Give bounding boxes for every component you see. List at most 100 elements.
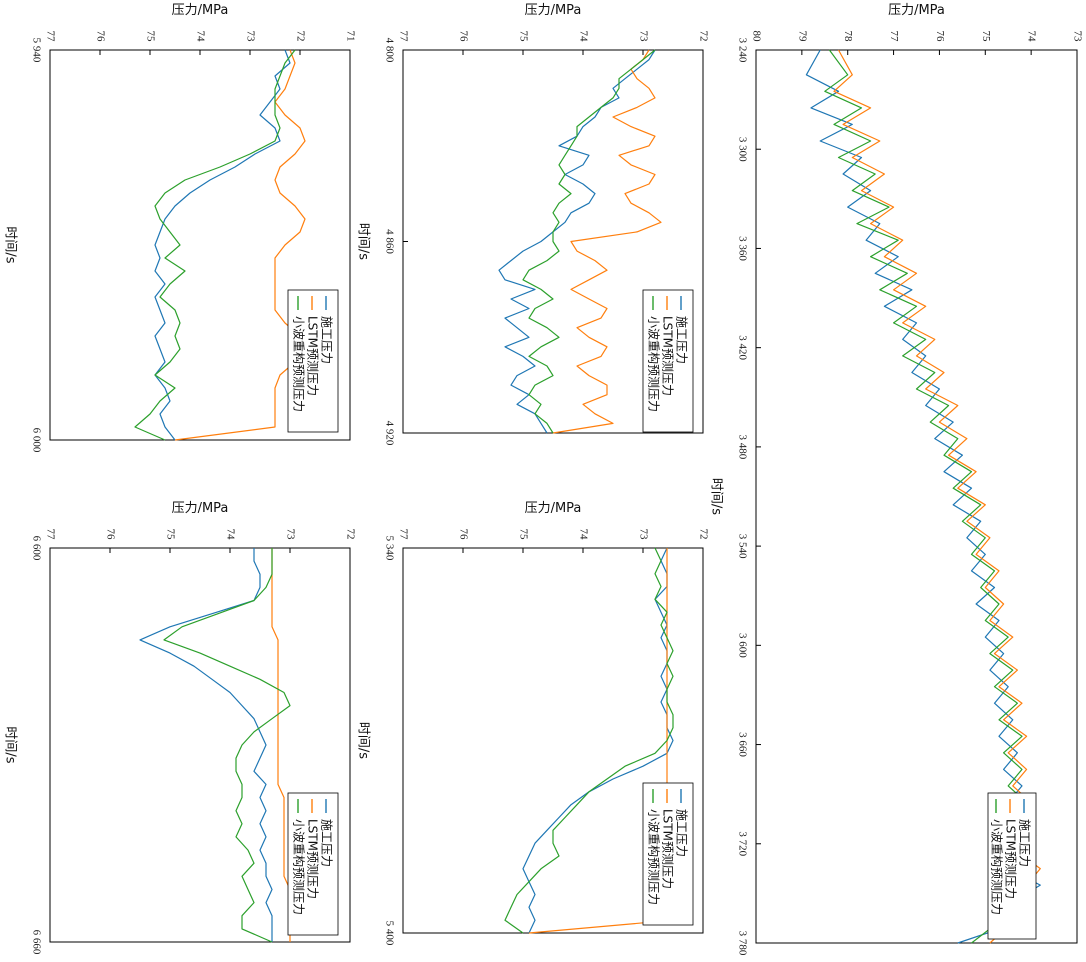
x-tick-label: 3 360 xyxy=(736,236,748,261)
x-axis-title: 时间/s xyxy=(709,478,724,515)
y-tick-label: 73 xyxy=(637,31,649,43)
x-tick-label: 3 480 xyxy=(736,435,748,460)
y-tick-label: 74 xyxy=(224,529,236,541)
x-tick-label: 3 300 xyxy=(736,137,748,162)
y-tick-label: 72 xyxy=(697,529,709,540)
y-tick-label: 74 xyxy=(577,31,589,43)
chart-panel-2: 72 73 74 75 76 774 800 4 860 4 920 压力/MPa 时间/s 施工压… xyxy=(356,3,710,446)
chart-panel-3: 71 72 73 74 75 76 775 940 6 000 压力/MPa 时间/s 施工压力LS… xyxy=(3,3,357,453)
chart-panel-5: 72 73 74 75 76 776 600 6 660 压力/MPa 时间/s 施工压力LSTM… xyxy=(3,501,357,955)
legend-label: 施工压力 xyxy=(675,316,689,364)
y-tick-label: 75 xyxy=(517,529,529,541)
legend-label: 施工压力 xyxy=(675,809,689,857)
x-tick-label: 4 920 xyxy=(383,421,395,446)
x-tick-label: 3 660 xyxy=(736,732,748,757)
y-tick-label: 73 xyxy=(244,31,256,43)
y-tick-label: 72 xyxy=(294,31,306,42)
y-tick-label: 77 xyxy=(44,31,56,43)
x-tick-label: 3 540 xyxy=(736,534,748,559)
legend-label: 小波重构预测压力 xyxy=(647,809,662,905)
y-tick-label: 74 xyxy=(194,31,206,43)
y-tick-label: 75 xyxy=(980,31,992,43)
legend-frame xyxy=(287,792,339,936)
y-tick-label: 71 xyxy=(344,31,356,42)
plot-frame xyxy=(402,547,704,934)
y-tick-label: 76 xyxy=(104,529,116,541)
legend-label: 施工压力 xyxy=(320,316,334,364)
series-line-1 xyxy=(139,548,273,942)
y-tick-label: 78 xyxy=(842,31,854,43)
plot-frame xyxy=(755,49,1078,944)
series-line-2 xyxy=(552,49,662,434)
legend-label: 小波重构预测压力 xyxy=(990,819,1005,915)
y-axis-title: 压力/MPa xyxy=(525,501,582,516)
x-tick-label: 6 600 xyxy=(30,536,42,561)
x-tick-label: 6 000 xyxy=(30,428,42,453)
x-tick-label: 3 780 xyxy=(736,931,748,956)
legend-frame xyxy=(642,782,694,926)
y-tick-label: 74 xyxy=(1026,31,1038,43)
y-tick-label: 76 xyxy=(457,529,469,541)
legend-label: LSTM预测压力 xyxy=(306,316,320,396)
x-tick-label: 4 800 xyxy=(383,38,395,63)
series-line-3 xyxy=(522,49,656,434)
x-axis-title: 时间/s xyxy=(356,722,371,759)
x-axis-title: 时间/s xyxy=(3,226,18,263)
x-tick-label: 3 600 xyxy=(736,633,748,658)
y-tick-label: 77 xyxy=(397,529,409,541)
x-axis-title: 时间/s xyxy=(356,223,371,260)
series-line-1 xyxy=(522,547,674,934)
chart-panel-1: 73 74 75 76 77 78 79 803 240 3 300 3 360 3 420 3 48… xyxy=(709,3,1084,956)
legend-label: 施工压力 xyxy=(320,819,334,867)
x-tick-label: 6 660 xyxy=(30,930,42,955)
y-tick-label: 76 xyxy=(457,31,469,43)
y-axis-title: 压力/MPa xyxy=(888,3,945,18)
legend-frame xyxy=(642,289,694,433)
plot-frame xyxy=(49,547,351,943)
x-tick-label: 3 420 xyxy=(736,335,748,360)
legend-label: 小波重构预测压力 xyxy=(292,316,307,412)
series-line-2 xyxy=(833,49,1041,944)
chart-panel-4: 72 73 74 75 76 775 340 5 400 压力/MPa 时间/s 施工压力LSTM… xyxy=(356,501,710,946)
legend-label: 小波重构预测压力 xyxy=(647,316,662,412)
y-tick-label: 77 xyxy=(888,31,900,43)
x-tick-label: 4 860 xyxy=(383,229,395,254)
y-tick-label: 79 xyxy=(796,31,808,43)
y-tick-label: 80 xyxy=(750,31,762,43)
legend-label: 小波重构预测压力 xyxy=(292,819,307,915)
y-tick-label: 72 xyxy=(697,31,709,42)
y-tick-label: 75 xyxy=(144,31,156,43)
series-line-1 xyxy=(805,49,1041,944)
y-tick-label: 76 xyxy=(934,31,946,43)
series-line-2 xyxy=(271,548,291,942)
series-line-2 xyxy=(174,49,306,441)
series-line-3 xyxy=(163,548,291,943)
legend-frame xyxy=(987,792,1037,940)
x-tick-label: 3 240 xyxy=(736,38,748,63)
y-tick-label: 73 xyxy=(284,529,296,541)
y-tick-label: 72 xyxy=(344,529,356,540)
series-line-3 xyxy=(504,547,674,934)
legend-label: LSTM预测压力 xyxy=(306,819,320,899)
y-tick-label: 76 xyxy=(94,31,106,43)
legend-label: 施工压力 xyxy=(1018,819,1032,867)
x-tick-label: 5 400 xyxy=(383,921,395,946)
legend-label: LSTM预测压力 xyxy=(1004,819,1018,899)
legend-label: LSTM预测压力 xyxy=(661,809,675,889)
y-tick-label: 77 xyxy=(44,529,56,541)
series-line-3 xyxy=(134,49,296,441)
series-line-1 xyxy=(154,49,291,441)
x-tick-label: 3 720 xyxy=(736,831,748,856)
x-tick-label: 5 940 xyxy=(30,38,42,63)
x-tick-label: 5 340 xyxy=(383,536,395,561)
y-tick-label: 75 xyxy=(164,529,176,541)
y-tick-label: 75 xyxy=(517,31,529,43)
series-line-1 xyxy=(498,49,656,434)
y-tick-label: 74 xyxy=(577,529,589,541)
legend-label: LSTM预测压力 xyxy=(661,316,675,396)
